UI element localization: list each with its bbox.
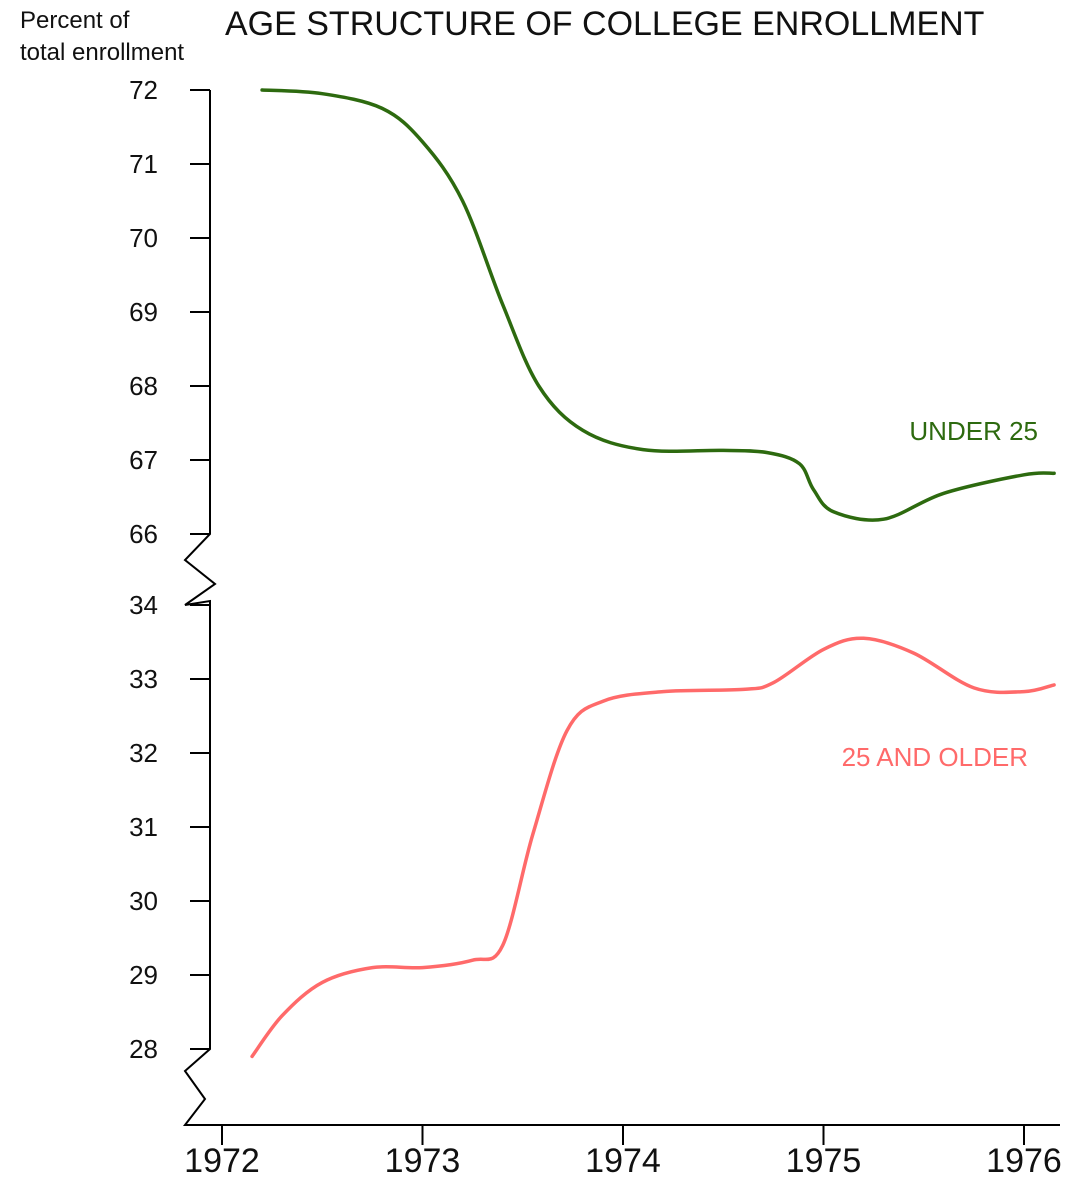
y-tick-label: 72 (129, 75, 158, 105)
series-label-under-25: UNDER 25 (909, 416, 1038, 446)
x-tick-label: 1973 (385, 1142, 461, 1180)
series-labels: UNDER 25 25 AND OLDER (842, 416, 1038, 772)
x-tick-label: 1974 (585, 1142, 661, 1180)
y-tick-label: 32 (129, 738, 158, 768)
y-tick-label: 33 (129, 664, 158, 694)
y-tick-label: 28 (129, 1034, 158, 1064)
x-tick-label: 1975 (786, 1142, 862, 1180)
x-tick-label: 1972 (184, 1142, 260, 1180)
ticks: 72 71 70 69 68 67 66 34 33 32 31 30 29 28 1972 1973 1974… (129, 75, 1062, 1180)
y-tick-label: 70 (129, 223, 158, 253)
y-tick-label: 68 (129, 371, 158, 401)
axes (182, 90, 1060, 1126)
y-tick-label: 67 (129, 445, 158, 475)
series-line-under-25 (260, 88, 1056, 522)
y-tick-label: 29 (129, 960, 158, 990)
y-tick-label: 71 (129, 149, 158, 179)
y-tick-label: 69 (129, 297, 158, 327)
y-tick-label: 34 (129, 590, 158, 620)
series-line-25-and-older (250, 636, 1056, 1059)
y-axis-label-line-2: total enrollment (20, 39, 184, 66)
y-tick-label: 31 (129, 812, 158, 842)
series-group (250, 88, 1056, 1059)
y-axis-label-line-1: Percent of (20, 7, 130, 34)
series-label-25-and-older: 25 AND OLDER (842, 742, 1028, 772)
x-tick-label: 1976 (986, 1142, 1062, 1180)
y-tick-label: 66 (129, 519, 158, 549)
y-axis-with-break (182, 90, 1060, 1126)
y-tick-label: 30 (129, 886, 158, 916)
chart-title: AGE STRUCTURE OF COLLEGE ENROLLMENT (225, 5, 984, 43)
